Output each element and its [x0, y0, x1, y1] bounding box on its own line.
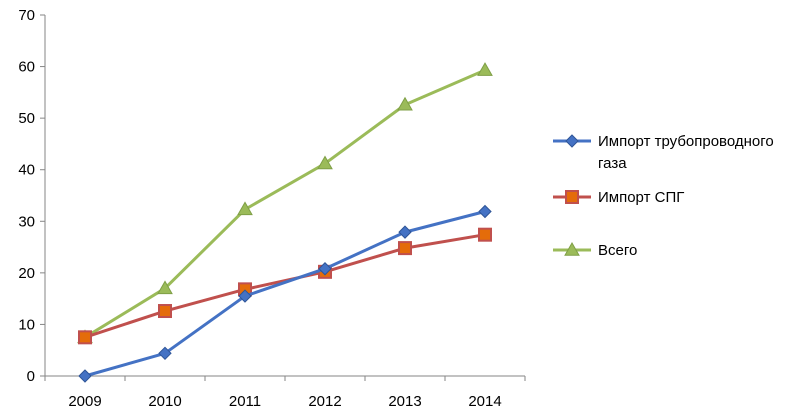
x-tick-label: 2009	[68, 393, 101, 410]
data-point	[158, 346, 172, 361]
legend-label: Импорт СПГ	[598, 189, 684, 206]
y-tick-label: 10	[18, 316, 35, 333]
y-tick-label: 50	[18, 110, 35, 127]
y-tick-label: 70	[18, 7, 35, 24]
x-tick-label: 2014	[468, 393, 501, 410]
y-tick-labels: 0 10 20 30 40 50 60 70	[18, 7, 35, 385]
axes	[40, 14, 526, 381]
data-point	[478, 204, 492, 219]
legend-marker	[565, 134, 579, 148]
series-layer	[77, 62, 493, 383]
legend-item: Всего	[553, 241, 637, 259]
legend-item: Импорт трубопроводного газа	[553, 133, 774, 172]
legend-marker	[564, 241, 580, 256]
data-point	[478, 227, 492, 242]
data-point	[157, 280, 173, 295]
data-point	[398, 241, 412, 256]
data-point	[398, 225, 412, 239]
y-tick-label: 40	[18, 162, 35, 179]
data-point	[317, 155, 333, 170]
data-point	[158, 304, 172, 319]
data-point	[397, 96, 413, 111]
x-tick-label: 2013	[388, 393, 421, 410]
data-point	[237, 201, 253, 216]
x-tick-label: 2011	[229, 393, 261, 410]
y-tick-label: 20	[18, 265, 35, 282]
data-point	[477, 62, 493, 76]
series-line	[84, 233, 486, 339]
legend-label: Импорт трубопроводного	[598, 133, 774, 150]
legend-label: газа	[598, 155, 627, 172]
series-line	[84, 68, 486, 339]
legend-marker	[565, 190, 579, 204]
y-tick-label: 60	[18, 59, 35, 76]
data-point	[318, 262, 332, 276]
series-line	[84, 210, 486, 378]
x-tick-labels: 2009 2010 2011 2012 2013 2014	[68, 393, 501, 410]
legend: Импорт трубопроводного газа Импорт СПГ Всег…	[553, 133, 774, 259]
data-point	[78, 369, 92, 383]
x-tick-label: 2012	[308, 393, 341, 410]
legend-label: Всего	[598, 242, 637, 259]
series-1	[78, 204, 492, 383]
x-tick-label: 2010	[148, 393, 181, 410]
series-2	[78, 227, 492, 345]
data-point	[238, 289, 252, 303]
data-point	[78, 330, 92, 345]
series-3	[77, 62, 493, 344]
y-tick-label: 30	[18, 213, 35, 230]
y-tick-label: 0	[27, 368, 35, 385]
legend-item: Импорт СПГ	[553, 189, 684, 206]
